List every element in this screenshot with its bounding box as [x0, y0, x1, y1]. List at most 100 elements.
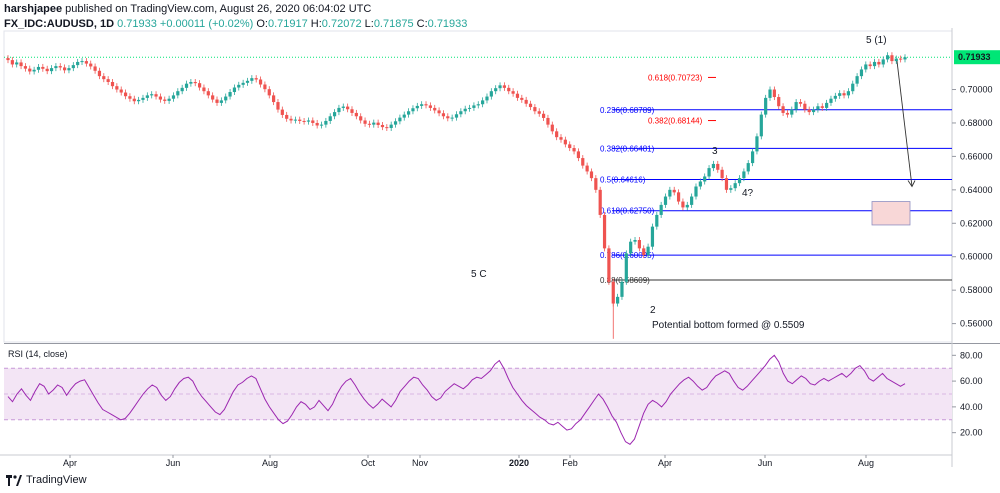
candle-body — [681, 201, 685, 208]
candle-body — [851, 83, 855, 92]
projection-arrow — [896, 61, 913, 187]
chart-header: harshjapee published on TradingView.com,… — [4, 2, 467, 31]
candle-body — [616, 296, 620, 304]
candle-body — [655, 214, 659, 227]
candle-body — [15, 62, 19, 65]
candle-body — [206, 91, 210, 96]
candle-body — [132, 98, 136, 102]
candle-body — [228, 92, 232, 97]
candle-body — [563, 139, 567, 145]
candle-body — [224, 96, 228, 101]
candle-body — [672, 189, 676, 193]
candle-body — [807, 109, 811, 113]
candle-body — [576, 151, 581, 159]
time-tick-label: Nov — [412, 458, 429, 468]
candle-body — [54, 66, 58, 69]
price-change: +0.00011 (+0.02%) — [159, 18, 254, 30]
publisher-name[interactable]: harshjapee — [4, 3, 63, 15]
candle-body — [476, 104, 480, 106]
candle-body — [572, 148, 576, 152]
candle-body — [798, 102, 803, 104]
candle-body — [171, 95, 176, 99]
candle-body — [89, 63, 93, 67]
candle-body — [737, 178, 742, 184]
candle-body — [232, 87, 237, 93]
candle-body — [254, 78, 258, 80]
candle-body — [541, 113, 546, 118]
candle-body — [550, 124, 554, 132]
candle-body — [885, 55, 890, 60]
candle-body — [402, 114, 406, 118]
candle-body — [729, 188, 733, 190]
candle-body — [546, 117, 550, 125]
candle-body — [115, 86, 119, 90]
candle-body — [433, 107, 437, 111]
candle-body — [28, 68, 32, 72]
candle-body — [663, 196, 668, 205]
candle-body — [890, 55, 894, 62]
fib-level-label: 0.5(0.64616) — [600, 176, 646, 185]
candle-body — [781, 106, 785, 113]
candle-body — [180, 87, 184, 92]
candle-body — [385, 127, 389, 129]
candle-body — [280, 109, 284, 115]
candle-body — [102, 76, 106, 80]
candle-body — [489, 91, 493, 97]
candle-body — [10, 60, 14, 65]
candle-body — [441, 113, 446, 117]
candle-body — [790, 109, 794, 115]
candle-body — [58, 66, 62, 68]
candle-body — [363, 120, 367, 124]
candle-body — [359, 116, 363, 121]
time-tick-label: Aug — [262, 458, 278, 468]
candle-body — [511, 91, 515, 94]
fib-level-label: 0.236(0.68789) — [600, 106, 655, 115]
candle-body — [494, 88, 498, 92]
candle-body — [158, 96, 163, 100]
candle-body — [302, 120, 306, 122]
candle-body — [328, 116, 332, 121]
price-tick-label: 0.70000 — [960, 85, 993, 95]
candle-body — [389, 124, 393, 128]
candle-body — [76, 61, 80, 66]
candle-body — [690, 196, 694, 205]
rsi-tick-label: 80.00 — [960, 350, 983, 360]
candle-body — [350, 109, 354, 113]
candle-body — [502, 85, 506, 88]
candle-body — [528, 103, 533, 108]
candle-body — [6, 58, 10, 61]
candle-body — [759, 114, 763, 137]
close-value: 0.71933 — [427, 18, 468, 30]
candle-body — [507, 87, 511, 92]
candle-body — [128, 96, 132, 99]
candle-body — [119, 89, 123, 93]
time-tick-label: Aug — [858, 458, 874, 468]
candle-body — [750, 151, 755, 164]
time-tick-label: Apr — [658, 458, 672, 468]
candle-body — [829, 98, 833, 103]
projection-arrowhead — [907, 180, 916, 188]
price-tick-label: 0.56000 — [960, 319, 993, 329]
time-tick-label: Jun — [758, 458, 773, 468]
candle-body — [272, 95, 276, 103]
tradingview-brand[interactable]: TradingView — [26, 474, 87, 486]
time-tick-label: Apr — [63, 458, 77, 468]
candle-body — [602, 214, 607, 249]
candle-body — [899, 58, 903, 60]
candle-body — [446, 116, 450, 119]
candle-body — [150, 94, 154, 96]
candle-body — [868, 64, 872, 67]
candle-body — [293, 119, 297, 121]
fib-extension-label: 0.618(0.70723) — [648, 73, 703, 82]
candle-body — [881, 59, 885, 65]
candle-body — [407, 111, 411, 115]
target-zone-box — [871, 201, 911, 226]
candle-body — [23, 66, 28, 69]
price-tick-label: 0.60000 — [960, 252, 993, 262]
candle-body — [202, 87, 206, 92]
candle-body — [346, 106, 350, 110]
rsi-band-fill — [4, 368, 952, 420]
candle-body — [110, 81, 115, 87]
candle-body — [141, 97, 145, 100]
